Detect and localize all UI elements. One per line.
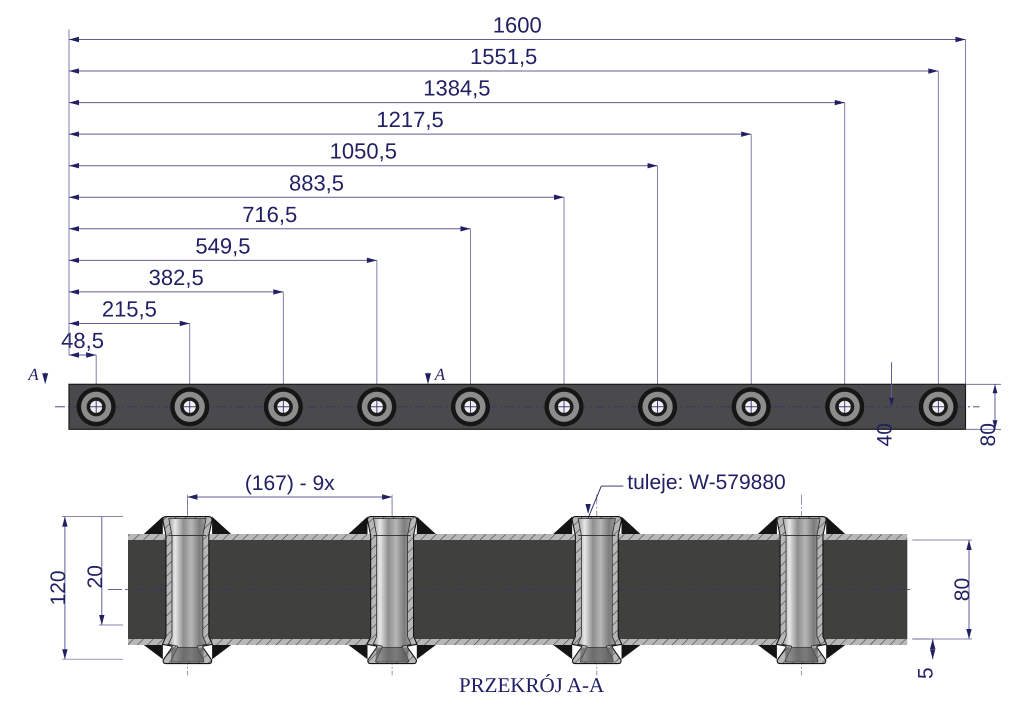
svg-text:716,5: 716,5	[242, 202, 297, 227]
svg-text:PRZEKRÓJ A-A: PRZEKRÓJ A-A	[459, 673, 605, 697]
svg-text:382,5: 382,5	[149, 265, 204, 290]
svg-text:A: A	[434, 365, 446, 384]
svg-text:215,5: 215,5	[102, 296, 157, 321]
svg-text:48,5: 48,5	[61, 328, 104, 353]
svg-text:549,5: 549,5	[195, 233, 250, 258]
svg-text:20: 20	[84, 565, 107, 588]
svg-text:120: 120	[47, 570, 70, 605]
svg-text:80: 80	[977, 423, 1000, 446]
svg-text:5: 5	[915, 667, 938, 679]
svg-text:tuleje: W-579880: tuleje: W-579880	[627, 471, 785, 494]
svg-text:1551,5: 1551,5	[470, 44, 537, 69]
svg-text:1050,5: 1050,5	[330, 139, 397, 164]
svg-text:1384,5: 1384,5	[423, 76, 490, 101]
svg-text:1217,5: 1217,5	[376, 107, 443, 132]
svg-text:A: A	[27, 365, 39, 384]
svg-text:1600: 1600	[493, 13, 542, 38]
svg-text:883,5: 883,5	[289, 170, 344, 195]
svg-text:80: 80	[951, 578, 974, 601]
svg-text:40: 40	[874, 423, 897, 446]
svg-text:(167) - 9x: (167) - 9x	[245, 472, 335, 495]
